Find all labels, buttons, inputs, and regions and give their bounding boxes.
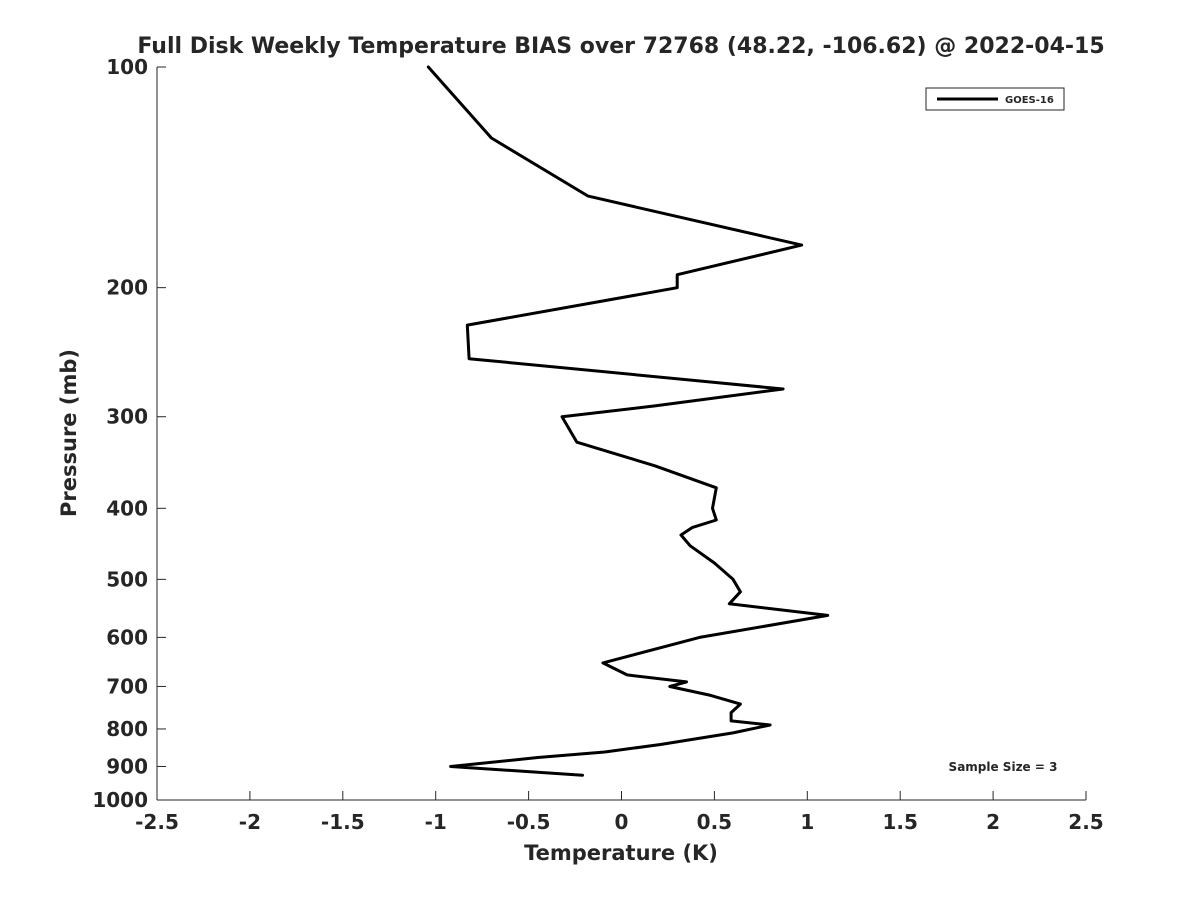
y-tick-label: 700: [106, 674, 148, 698]
x-tick-label: -2: [239, 810, 261, 834]
x-tick-label: -1: [425, 810, 447, 834]
x-tick-label: 1: [800, 810, 814, 834]
chart-title: Full Disk Weekly Temperature BIAS over 7…: [137, 34, 1104, 59]
x-axis-label: Temperature (K): [524, 841, 718, 865]
plot-axes: [156, 67, 1086, 801]
y-tick-label: 600: [106, 625, 148, 649]
x-tick-label: 0.5: [697, 810, 732, 834]
y-tick-label: 500: [106, 567, 148, 591]
x-tick-label: -2.5: [135, 810, 179, 834]
y-axis-ticks: 100 200 300 400 500 600 700 800 900 1000: [92, 55, 166, 812]
x-tick-label: -0.5: [507, 810, 551, 834]
x-tick-label: 2.5: [1068, 810, 1103, 834]
sample-size-annotation: Sample Size = 3: [949, 760, 1058, 774]
y-tick-label: 400: [106, 496, 148, 520]
y-axis-label: Pressure (mb): [57, 349, 81, 517]
y-tick-label: 1000: [92, 788, 148, 812]
series-line-goes-16: [426, 65, 830, 777]
y-tick-label: 300: [106, 405, 148, 429]
y-tick-label: 800: [106, 717, 148, 741]
x-axis-ticks: -2.5 -2 -1.5 -1 -0.5 0 0.5 1 1.5 2 2.5: [135, 791, 1104, 834]
x-tick-label: 0: [615, 810, 629, 834]
x-tick-label: -1.5: [321, 810, 365, 834]
x-tick-label: 2: [986, 810, 1000, 834]
y-tick-label: 100: [106, 55, 148, 79]
chart-legend: GOES-16: [925, 87, 1065, 111]
y-tick-label: 900: [106, 754, 148, 778]
x-tick-label: 1.5: [882, 810, 917, 834]
y-tick-label: 200: [106, 276, 148, 300]
series-layer: [426, 65, 830, 777]
legend-label-goes-16: GOES-16: [1005, 95, 1054, 106]
